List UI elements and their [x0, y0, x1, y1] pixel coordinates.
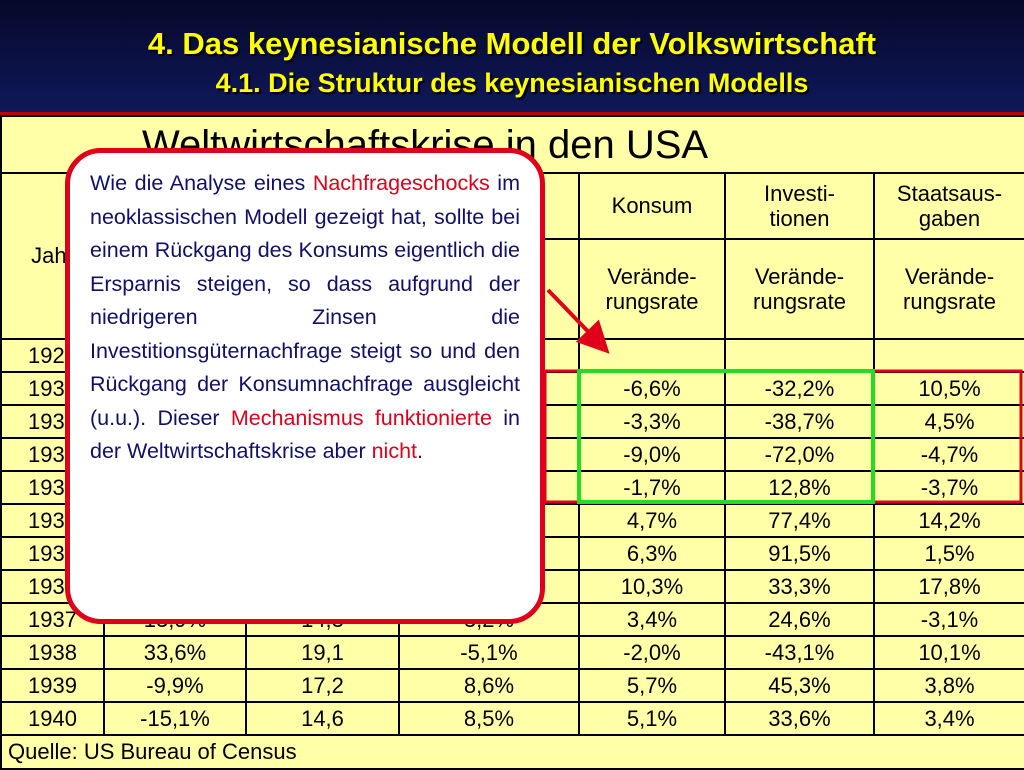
slide-header: 4. Das keynesianische Modell der Volkswi…: [0, 0, 1024, 115]
header-cell: Investi- tionen: [724, 172, 875, 240]
table-cell: 10,1%: [872, 635, 1024, 670]
table-cell: 1938: [0, 635, 105, 670]
table-cell: 77,4%: [724, 503, 875, 538]
highlighted-text: Mechanismus funktionierte: [230, 405, 492, 430]
table-cell: 17,2: [245, 668, 400, 703]
table-cell: 5,7%: [578, 668, 726, 703]
table-cell: 8,5%: [398, 701, 580, 736]
table-cell: -3,3%: [578, 404, 726, 439]
highlighted-text: nicht: [371, 439, 418, 463]
source-row: Quelle: US Bureau of Census: [0, 734, 1024, 770]
table-cell: -6,6%: [578, 371, 726, 406]
table-cell: [578, 338, 726, 373]
red-frame: [543, 369, 1023, 504]
table-cell: 33,6%: [103, 635, 247, 670]
arrow: [546, 288, 610, 354]
table-cell: -3,1%: [872, 602, 1024, 637]
table-cell: 10,5%: [872, 371, 1024, 406]
popup-text: im neoklassischen Modell gezeigt hat, so…: [90, 171, 520, 430]
table-cell: 19,1: [245, 635, 400, 670]
slide-title: 4. Das keynesianische Modell der Volkswi…: [147, 26, 877, 61]
table-cell: 4,5%: [872, 404, 1024, 439]
table-cell: -9,9%: [103, 668, 247, 703]
table-cell: -9,0%: [578, 437, 726, 472]
table-cell: 3,4%: [578, 602, 726, 637]
table-cell: 5,1%: [578, 701, 726, 736]
data-row: 1940 -15,1% 14,6 8,5% 5,1% 33,6% 3,4%: [0, 701, 1024, 736]
data-row: 1938 33,6% 19,1 -5,1% -2,0% -43,1% 10,1%: [0, 635, 1024, 670]
table-cell: 45,3%: [724, 668, 875, 703]
table-cell: 91,5%: [724, 536, 875, 571]
highlighted-text: Nachfrageschocks: [312, 171, 490, 195]
table-cell: 10,3%: [578, 569, 726, 604]
header-cell: Staatsaus- gaben: [872, 172, 1024, 240]
table-cell: 1939: [0, 668, 105, 703]
table-cell: 3,4%: [872, 701, 1024, 736]
table-cell: -32,2%: [724, 371, 875, 406]
table-cell: -2,0%: [578, 635, 726, 670]
table-cell: 6,3%: [578, 536, 726, 571]
table-cell: 33,3%: [724, 569, 875, 604]
green-frame: [577, 369, 875, 504]
header-cell: Verände- rungsrate: [724, 238, 875, 340]
table-cell: 1940: [0, 701, 105, 736]
table-cell: 4,7%: [578, 503, 726, 538]
table-cell: [724, 338, 875, 373]
table-cell: 14,2%: [872, 503, 1024, 538]
table-cell: -5,1%: [398, 635, 580, 670]
popup-text: .: [417, 439, 423, 463]
table-cell: -3,7%: [872, 470, 1024, 505]
explanation-popup: Wie die Analyse eines Nachfrageschocks i…: [65, 148, 545, 624]
table-cell: -15,1%: [103, 701, 247, 736]
data-row: 1939 -9,9% 17,2 8,6% 5,7% 45,3% 3,8%: [0, 668, 1024, 703]
table-cell: 1,5%: [872, 536, 1024, 571]
table-cell: -38,7%: [724, 404, 875, 439]
header-cell: Konsum: [578, 172, 726, 240]
table-cell: 8,6%: [398, 668, 580, 703]
table-cell: -72,0%: [724, 437, 875, 472]
header-cell: Verände- rungsrate: [872, 238, 1024, 340]
table-cell: 33,6%: [724, 701, 875, 736]
table-cell: 17,8%: [872, 569, 1024, 604]
table-cell: -4,7%: [872, 437, 1024, 472]
table-cell: 14,6: [245, 701, 400, 736]
source-note: Quelle: US Bureau of Census: [0, 734, 1024, 770]
table-cell: -43,1%: [724, 635, 875, 670]
popup-text: Wie die Analyse eines: [90, 171, 313, 195]
slide-subtitle: 4.1. Die Struktur des keynesianischen Mo…: [215, 68, 809, 98]
popup-text: in der Weltwirtschaftskrise aber: [90, 405, 520, 464]
table-cell: 24,6%: [724, 602, 875, 637]
table-cell: 3,8%: [872, 668, 1024, 703]
